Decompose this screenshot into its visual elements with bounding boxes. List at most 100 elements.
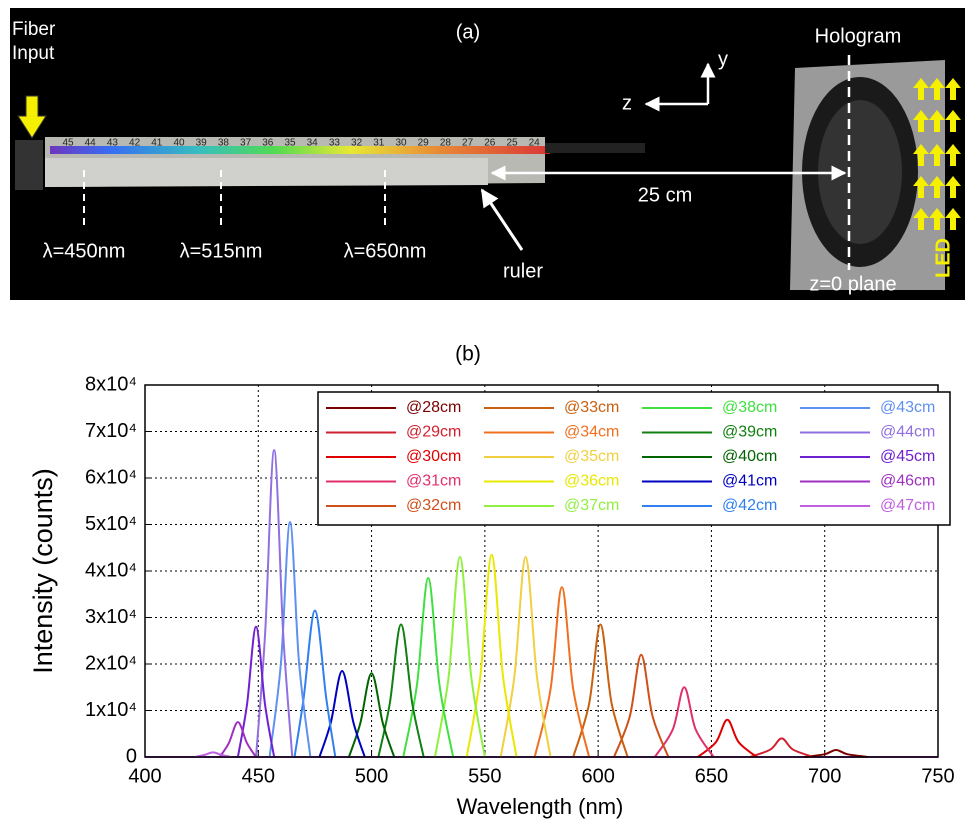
ruler-number: 27 <box>462 138 474 149</box>
spectrum-line <box>499 556 552 758</box>
spectrum-line <box>318 669 366 758</box>
ruler-number: 35 <box>284 138 296 149</box>
ruler-number: 43 <box>107 138 119 149</box>
x-tick-label: 550 <box>468 765 501 787</box>
spectrum-line <box>402 576 455 758</box>
spectrum-line <box>572 623 629 758</box>
ruler-number: 32 <box>351 138 363 149</box>
legend-label: @43cm <box>880 399 935 416</box>
panel-label: (a) <box>456 21 480 43</box>
legend-label: @40cm <box>722 448 777 465</box>
ruler-number: 37 <box>240 138 252 149</box>
ruler-number: 38 <box>218 138 230 149</box>
legend-label: @29cm <box>406 424 461 441</box>
legend-box <box>317 391 951 526</box>
legend-label: @31cm <box>406 473 461 490</box>
legend-label: @42cm <box>722 497 777 514</box>
spectrum-line <box>697 718 758 758</box>
chart-title: (b) <box>455 343 481 366</box>
y-tick-label: 6x10⁴ <box>85 466 137 488</box>
ruler-number: 30 <box>395 138 407 149</box>
spectrum-line <box>194 751 232 758</box>
ruler-number: 31 <box>373 138 385 149</box>
hologram-center <box>818 100 902 244</box>
ruler-number: 34 <box>307 138 319 149</box>
ruler-number: 25 <box>506 138 518 149</box>
ruler-number: 39 <box>196 138 208 149</box>
legend-label: @30cm <box>406 448 461 465</box>
y-tick-label: 5x10⁴ <box>85 513 137 535</box>
y-tick-label: 4x10⁴ <box>85 559 137 581</box>
ruler-label: ruler <box>503 260 543 282</box>
ruler-number: 24 <box>529 138 541 149</box>
legend-label: @28cm <box>406 399 461 416</box>
y-tick-label: 7x10⁴ <box>85 420 137 442</box>
x-tick-label: 400 <box>128 765 161 787</box>
x-tick-label: 600 <box>581 765 614 787</box>
fiber-input-box: Fiber Input <box>12 19 56 64</box>
legend-label: @38cm <box>722 399 777 416</box>
ruler-number: 33 <box>329 138 341 149</box>
chart: (b) Wavelength (nm) Intensity (counts) <box>28 343 623 819</box>
fiber-holder <box>15 140 43 190</box>
fiber-input-label: Fiber Input <box>12 19 56 64</box>
x-tick-label: 750 <box>921 765 954 787</box>
spectrum-line <box>653 686 715 758</box>
ruler-number: 42 <box>129 138 141 149</box>
legend-label: @32cm <box>406 497 461 514</box>
ruler-end <box>545 143 645 153</box>
spectrum-line <box>377 623 425 758</box>
x-tick-label: 700 <box>808 765 841 787</box>
legend-label: @46cm <box>880 473 935 490</box>
ruler-number: 41 <box>151 138 163 149</box>
legend-label: @33cm <box>564 399 619 416</box>
y-tick-label: 3x10⁴ <box>85 606 137 628</box>
ruler-lower <box>45 158 488 187</box>
plot-frame <box>144 384 939 758</box>
spectrum-line <box>465 553 518 758</box>
y-tick-label: 2x10⁴ <box>85 652 137 674</box>
ruler-number: 40 <box>173 138 185 149</box>
spectrum-line <box>236 625 276 758</box>
ruler-number: 28 <box>440 138 452 149</box>
spectrum-line <box>293 609 337 758</box>
spectrum-line <box>434 556 486 758</box>
legend-label: @44cm <box>880 424 935 441</box>
x-tick-label: 500 <box>355 765 388 787</box>
ruler-number: 29 <box>418 138 430 149</box>
legend-label: @35cm <box>564 448 619 465</box>
spectrum-line <box>804 749 868 758</box>
distance-label: 25 cm <box>638 184 692 206</box>
plane-label: z=0 plane <box>809 273 896 295</box>
ruler-number: 45 <box>62 138 74 149</box>
wavelength-markers <box>83 170 386 230</box>
led-arrows <box>913 78 961 230</box>
y-tick-label: 0 <box>126 745 137 767</box>
legend-label: @47cm <box>880 497 935 514</box>
legend-label: @45cm <box>880 448 935 465</box>
y-axis-label: Intensity (counts) <box>28 468 58 674</box>
x-tick-label: 650 <box>695 765 728 787</box>
ruler-arrow <box>480 188 524 251</box>
spectrum-stripe <box>50 146 550 154</box>
spectrum-line <box>613 653 670 758</box>
ruler-number: 36 <box>262 138 274 149</box>
photo: (a) Fiber Input Hologram z y 25 cm λ=450… <box>10 8 965 300</box>
spectrum-line <box>218 721 257 758</box>
y-label: y <box>718 48 728 70</box>
legend-label: @41cm <box>722 473 777 490</box>
spectrum-line <box>268 521 312 758</box>
x-tick-label: 450 <box>242 765 275 787</box>
fiber-arrow <box>17 95 47 139</box>
legend-label: @37cm <box>564 497 619 514</box>
x-axis-label: Wavelength (nm) <box>457 794 624 819</box>
y-tick-label: 8x10⁴ <box>85 373 137 395</box>
spectrum-line <box>533 586 591 758</box>
legend-label: @39cm <box>722 424 777 441</box>
wavelength-label: λ=450nm <box>43 240 126 262</box>
legend-label: @34cm <box>564 424 619 441</box>
z-label: z <box>622 92 632 114</box>
ruler-number: 26 <box>484 138 496 149</box>
legend-label: @36cm <box>564 473 619 490</box>
